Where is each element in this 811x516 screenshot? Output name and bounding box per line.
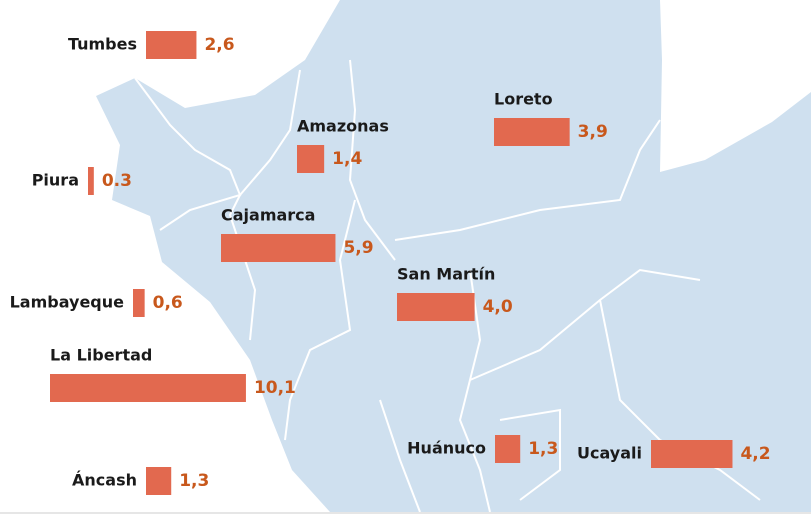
- value-label: 0,6: [153, 293, 183, 313]
- value-label: 5,9: [343, 238, 373, 258]
- outside-area: [660, 0, 811, 172]
- value-label: 4,0: [483, 297, 513, 317]
- bar: [88, 167, 94, 195]
- region-name: Piura: [32, 171, 79, 190]
- value-label: 0.3: [102, 171, 132, 191]
- bar: [146, 31, 197, 59]
- region-name: Loreto: [494, 90, 553, 109]
- value-label: 10,1: [254, 378, 296, 398]
- value-label: 3,9: [578, 122, 608, 142]
- bar: [651, 440, 733, 468]
- bar: [50, 374, 246, 402]
- bar: [146, 467, 172, 495]
- value-label: 1,3: [528, 439, 558, 459]
- bar: [397, 293, 475, 321]
- region-name: Amazonas: [297, 117, 389, 136]
- region-name: Ucayali: [577, 444, 642, 463]
- region-name: Lambayeque: [10, 293, 125, 312]
- bar: [495, 435, 521, 463]
- region-name: Tumbes: [68, 35, 137, 54]
- bar: [494, 118, 570, 146]
- region-name: Cajamarca: [221, 206, 315, 225]
- value-label: 2,6: [204, 35, 234, 55]
- value-label: 1,4: [332, 149, 362, 169]
- region-name: Áncash: [72, 471, 137, 490]
- value-label: 4,2: [740, 444, 770, 464]
- region-name: Huánuco: [407, 439, 486, 458]
- value-label: 1,3: [179, 471, 209, 491]
- bar: [297, 145, 325, 173]
- bar: [221, 234, 336, 262]
- region-name: La Libertad: [50, 346, 152, 365]
- region-name: San Martín: [397, 265, 495, 284]
- bar: [133, 289, 145, 317]
